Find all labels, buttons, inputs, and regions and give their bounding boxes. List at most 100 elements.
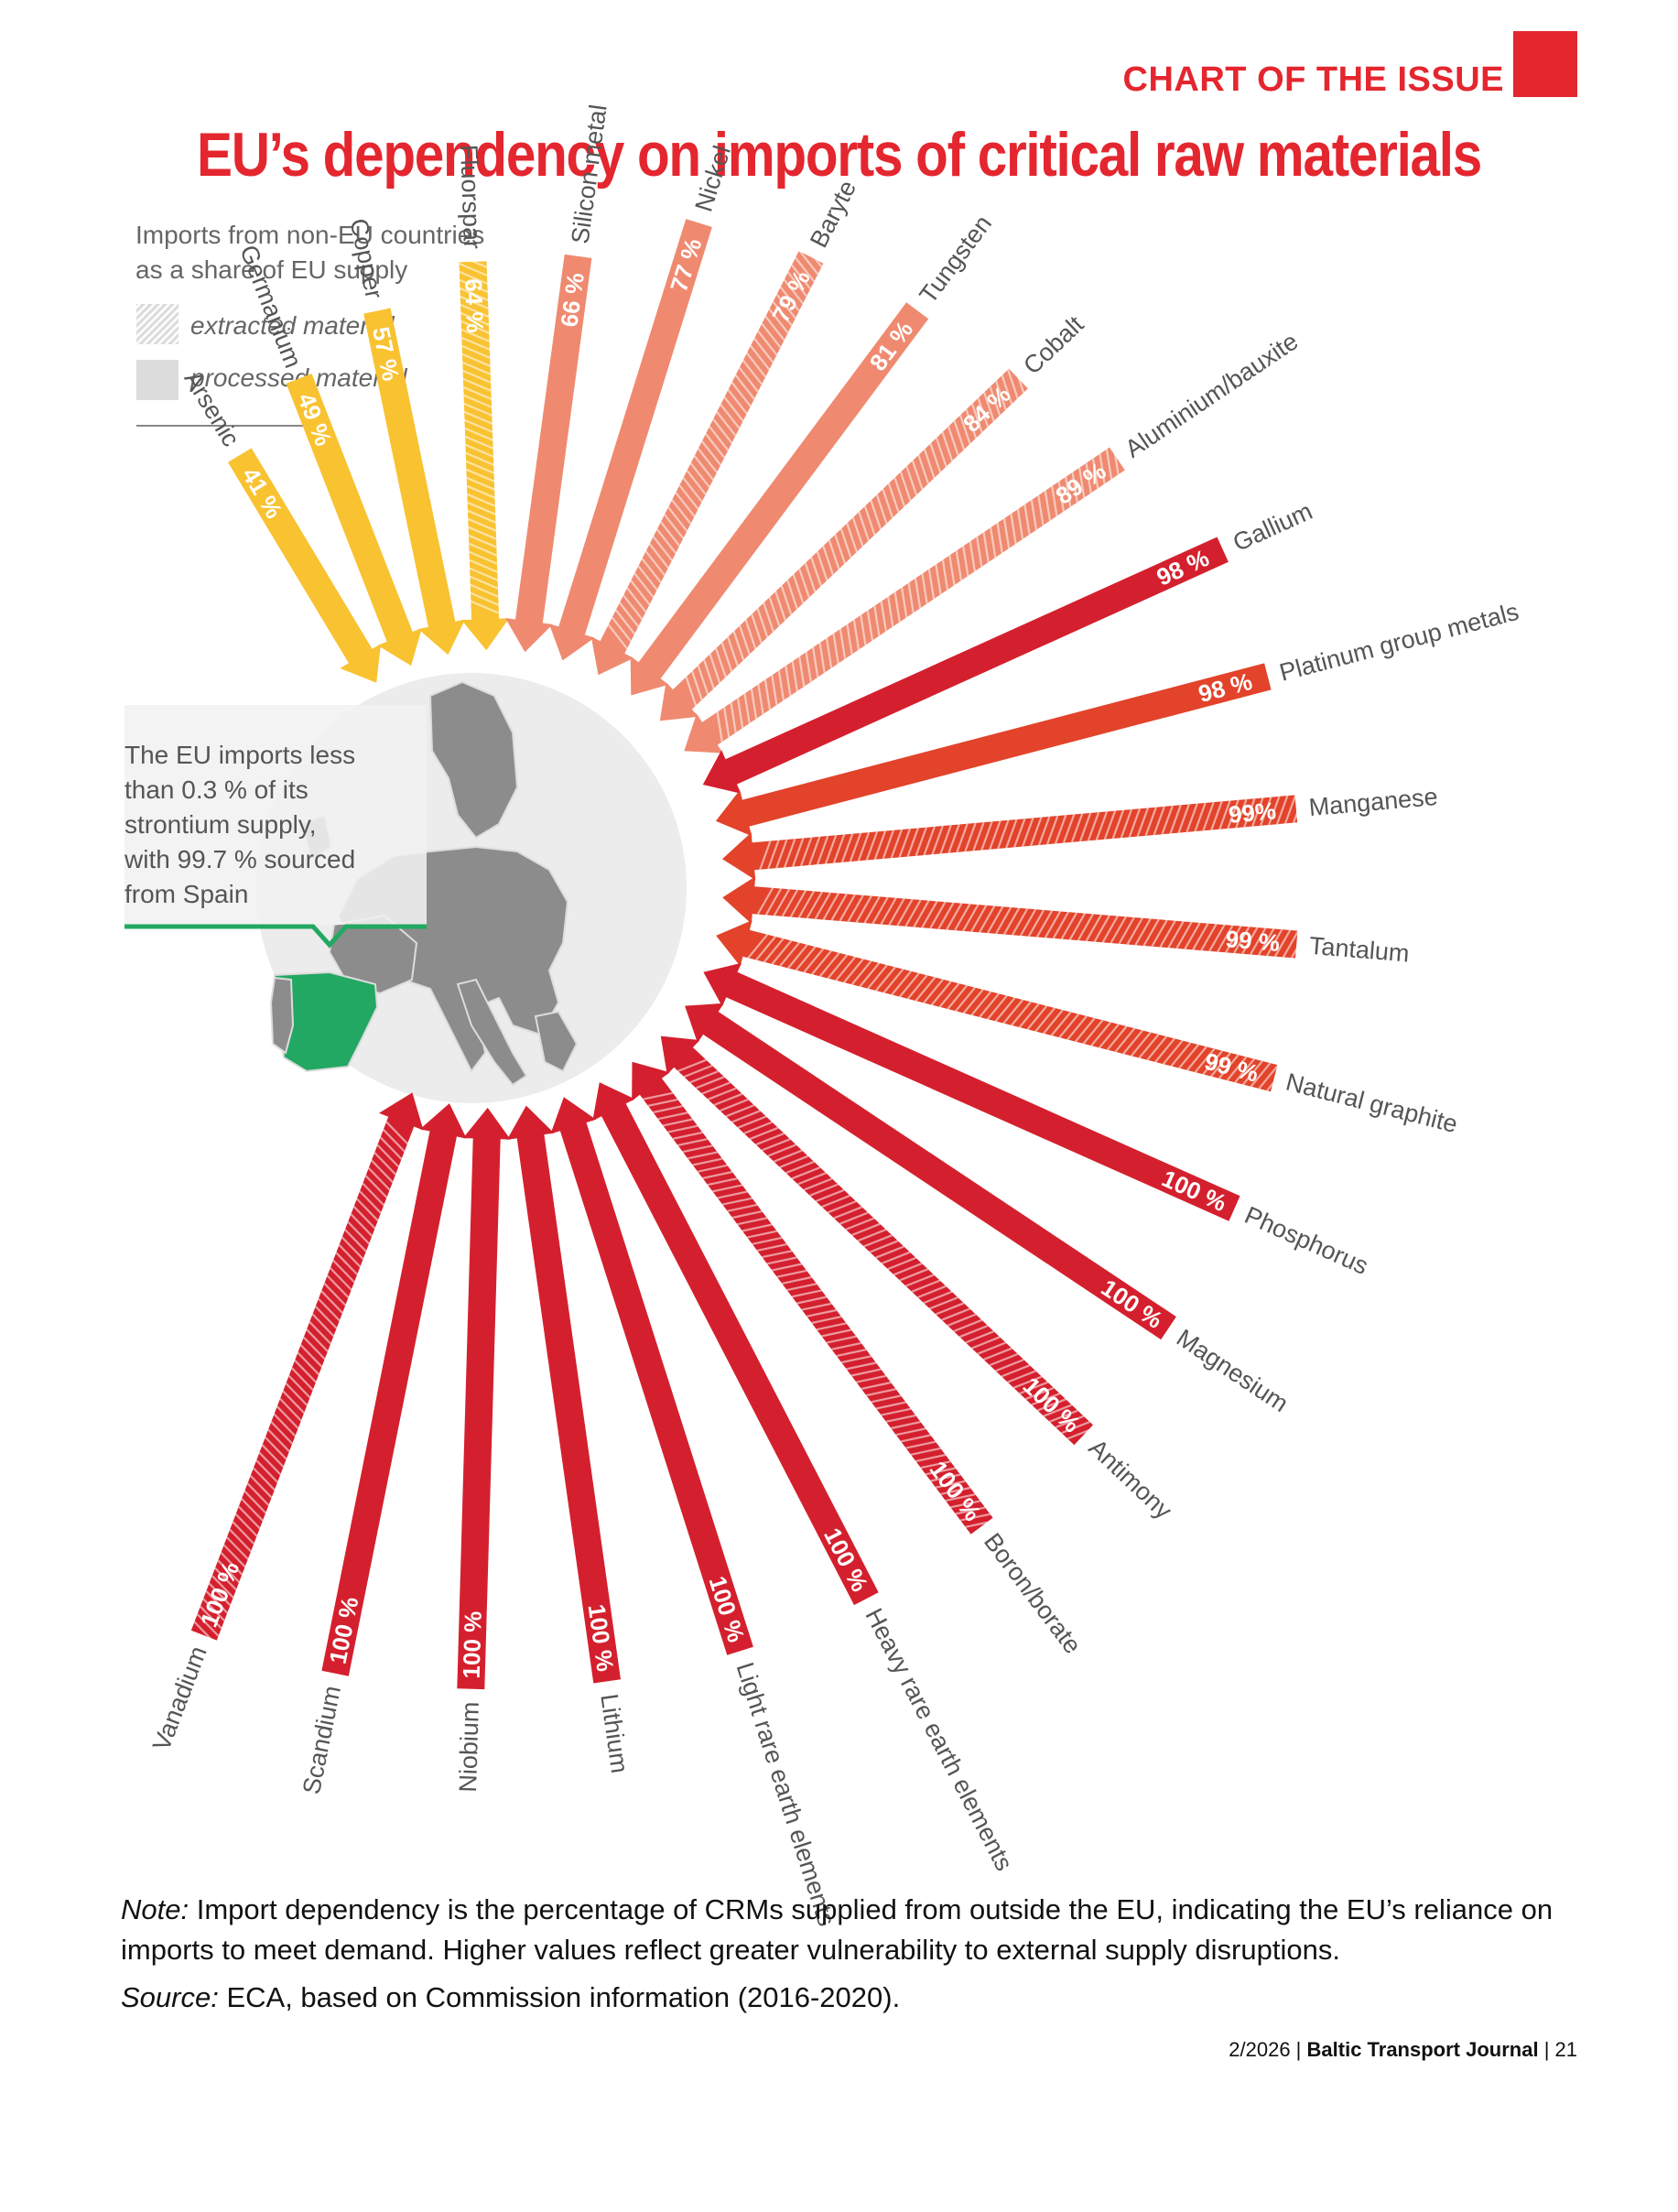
hatch-stripe <box>1185 803 1198 833</box>
section-marker <box>1513 31 1577 97</box>
hatch-stripe <box>1011 1001 1032 1026</box>
callout-pointer-line <box>124 924 427 949</box>
hatch-stripe <box>299 1344 323 1368</box>
hatch-stripe <box>1045 815 1059 845</box>
hatch-stripe <box>261 1444 285 1468</box>
material-label: Boron/borate <box>979 1528 1087 1659</box>
hatch-stripe <box>1051 485 1058 516</box>
hatch-stripe <box>921 900 938 928</box>
hatch-stripe <box>652 536 673 561</box>
arrow-shape <box>685 1003 1176 1340</box>
hatch-stripe <box>703 659 715 689</box>
hatch-stripe <box>200 1605 222 1630</box>
hatch-stripe <box>827 954 849 980</box>
hatch-stripe <box>857 831 871 862</box>
hatch-stripe <box>761 322 782 349</box>
hatch-stripe <box>839 628 847 659</box>
hatch-stripe <box>1110 916 1127 944</box>
hatch-stripe <box>970 403 983 433</box>
hatch-stripe <box>913 900 930 928</box>
hatch-stripe <box>226 1536 249 1560</box>
material-label: Scandium <box>298 1684 346 1797</box>
hatch-stripe <box>875 494 888 525</box>
hatch-stripe <box>781 889 799 917</box>
arrow-bar-germanium <box>286 374 422 667</box>
hatch-stripe <box>923 1290 953 1305</box>
hatch-stripe <box>1175 921 1193 949</box>
hatch-stripe <box>467 509 496 524</box>
hatch-stripe <box>962 989 984 1014</box>
hatch-stripe <box>938 982 960 1008</box>
hatch-stripe <box>866 610 874 641</box>
hatch-stripe <box>1024 1386 1055 1401</box>
hatch-stripe <box>783 278 804 305</box>
material-label: Phosphorus <box>1240 1201 1372 1280</box>
hatch-stripe <box>947 1313 977 1327</box>
value-label: 79 % <box>766 266 816 326</box>
hatch-stripe <box>947 824 960 853</box>
hatch-stripe <box>881 1407 912 1416</box>
arrow-shape <box>505 254 592 653</box>
hatch-stripe <box>1052 911 1070 939</box>
hatch-stripe <box>294 1360 317 1383</box>
hatch-stripe <box>464 443 494 458</box>
hatch-stripe <box>911 1279 941 1293</box>
hatch-stripe <box>899 1268 929 1282</box>
hatch-stripe <box>1128 808 1142 838</box>
hatch-stripe <box>737 1115 767 1129</box>
hatch-stripe <box>757 330 778 356</box>
hatch-stripe <box>982 532 990 563</box>
hatch-stripe <box>742 359 763 385</box>
arrow-shape <box>506 1105 621 1684</box>
hatch-stripe <box>1057 481 1065 512</box>
arrow-bar-copper <box>363 308 465 656</box>
hatch-stripe <box>979 992 1000 1018</box>
chart-note: Note: Import dependency is the percentag… <box>121 1890 1586 1970</box>
hatch-stripe <box>809 1183 839 1197</box>
hatch-stripe <box>757 684 764 715</box>
hatch-stripe <box>614 609 636 635</box>
hatch-stripe <box>887 483 900 513</box>
hatch-stripe <box>460 287 489 301</box>
hatch-stripe <box>1122 1029 1143 1055</box>
hatch-stripe <box>923 979 944 1003</box>
hatch-stripe <box>771 675 778 706</box>
hatch-stripe <box>682 1144 713 1154</box>
value-label: 100 % <box>458 1610 487 1679</box>
value-label: 77 % <box>665 235 707 296</box>
hatch-stripe <box>725 1104 755 1118</box>
hatch-stripe <box>291 1367 314 1391</box>
hatch-stripe <box>136 304 148 317</box>
hatch-stripe <box>747 934 769 959</box>
hatch-stripe <box>907 582 915 613</box>
hatch-stripe <box>717 1190 748 1199</box>
hatch-stripe <box>749 1126 779 1141</box>
hatch-stripe <box>282 1390 305 1415</box>
hatch-stripe <box>464 427 493 441</box>
hatch-stripe <box>468 534 497 548</box>
hatch-stripe <box>695 1076 725 1090</box>
hatch-stripe <box>136 304 170 339</box>
value-label: 99 % <box>1225 925 1282 957</box>
hatch-stripe <box>1226 1056 1248 1081</box>
hatch-stripe <box>208 1582 232 1607</box>
value-label: 100 % <box>583 1602 620 1673</box>
hatch-stripe <box>731 1110 761 1123</box>
hatch-stripe <box>463 402 493 417</box>
hatch-stripe <box>935 1302 965 1316</box>
hatch-stripe <box>798 656 806 688</box>
hatch-stripe <box>1154 1037 1175 1063</box>
hatch-stripe <box>1283 795 1297 824</box>
value-label: 100 % <box>1097 1274 1168 1334</box>
hatch-stripe <box>314 1306 338 1329</box>
hatch-stripe <box>265 1437 287 1460</box>
arrow-shape <box>321 1103 467 1676</box>
arrow-shape <box>286 374 422 667</box>
hatch-stripe <box>905 465 918 496</box>
hatch-stripe <box>761 1138 791 1152</box>
hatch-stripe <box>863 1234 893 1248</box>
hatch-stripe <box>1066 1015 1088 1041</box>
hatch-stripe <box>977 1341 1007 1355</box>
hatch-stripe <box>350 1213 373 1237</box>
hatch-stripe <box>763 602 774 633</box>
